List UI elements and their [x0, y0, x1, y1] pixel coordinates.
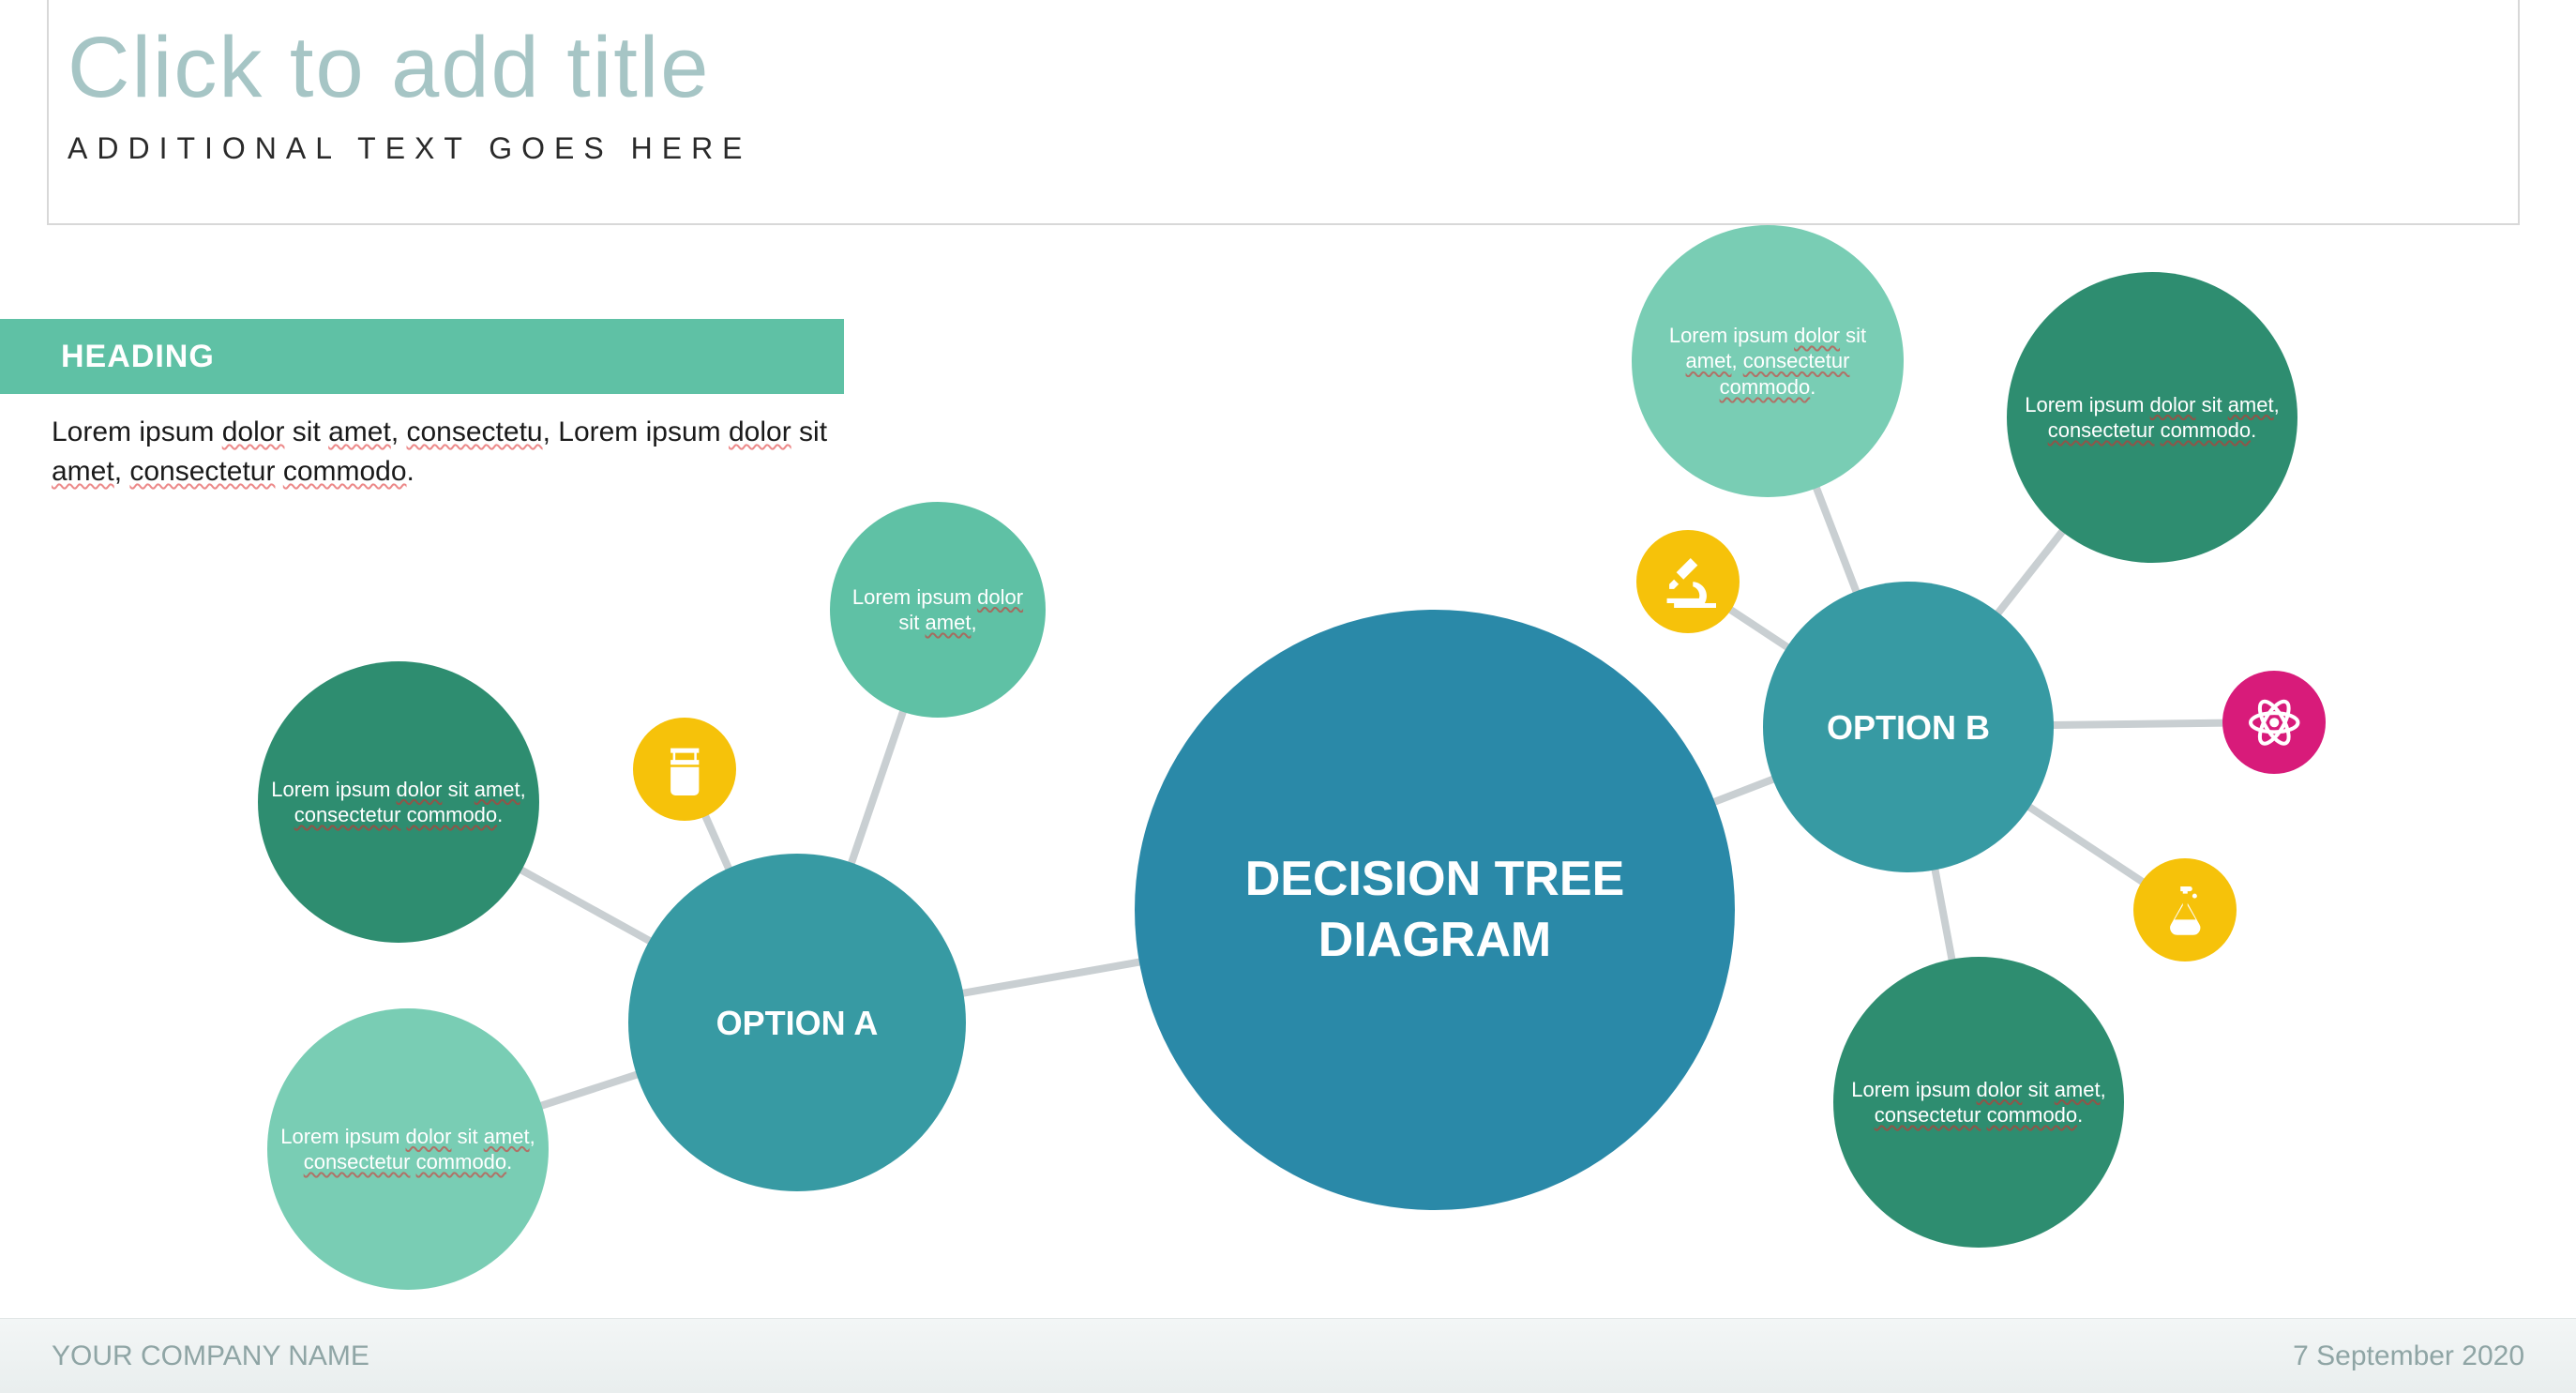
footer-date: 7 September 2020 [2293, 1340, 2524, 1372]
node-optionA[interactable]: OPTION A [628, 854, 966, 1191]
node-b_mint[interactable]: Lorem ipsum dolor sit amet, consectetur … [1632, 225, 1904, 497]
node-label: Lorem ipsum dolor sit amet, consectetur … [1833, 1067, 2124, 1138]
node-label: Lorem ipsum dolor sit amet, [830, 575, 1046, 645]
footer: YOUR COMPANY NAME 7 September 2020 [0, 1318, 2576, 1393]
atom-icon [2246, 694, 2303, 751]
flask-icon [2157, 882, 2214, 939]
node-b_atom[interactable] [2222, 671, 2326, 774]
node-label: Lorem ipsum dolor sit amet, consectetur … [2007, 383, 2297, 453]
node-a_dark[interactable]: Lorem ipsum dolor sit amet, consectetur … [258, 661, 539, 943]
node-label: OPTION A [707, 992, 888, 1053]
node-label: Lorem ipsum dolor sit amet, consectetur … [258, 767, 539, 838]
microscope-icon [1660, 553, 1717, 611]
node-b_micro[interactable] [1636, 530, 1740, 633]
node-label: OPTION B [1817, 697, 1999, 758]
node-label: Lorem ipsum dolor sit amet, consectetur … [1632, 313, 1904, 410]
node-a_small[interactable]: Lorem ipsum dolor sit amet, [830, 502, 1046, 718]
decision-tree-diagram: DECISION TREE DIAGRAM OPTION A OPTION B Lor… [0, 0, 2576, 1393]
footer-company: YOUR COMPANY NAME [52, 1340, 369, 1372]
node-a_mint[interactable]: Lorem ipsum dolor sit amet, consectetur … [267, 1008, 549, 1290]
node-b_flask[interactable] [2133, 858, 2237, 961]
node-optionB[interactable]: OPTION B [1763, 582, 2054, 872]
node-b_dark1[interactable]: Lorem ipsum dolor sit amet, consectetur … [2007, 272, 2297, 563]
node-label: DECISION TREE DIAGRAM [1135, 840, 1735, 980]
node-b_dark2[interactable]: Lorem ipsum dolor sit amet, consectetur … [1833, 957, 2124, 1248]
beaker-icon [656, 741, 714, 798]
node-center[interactable]: DECISION TREE DIAGRAM [1135, 610, 1735, 1210]
node-a_icon[interactable] [633, 718, 736, 821]
node-label: Lorem ipsum dolor sit amet, consectetur … [267, 1114, 549, 1185]
